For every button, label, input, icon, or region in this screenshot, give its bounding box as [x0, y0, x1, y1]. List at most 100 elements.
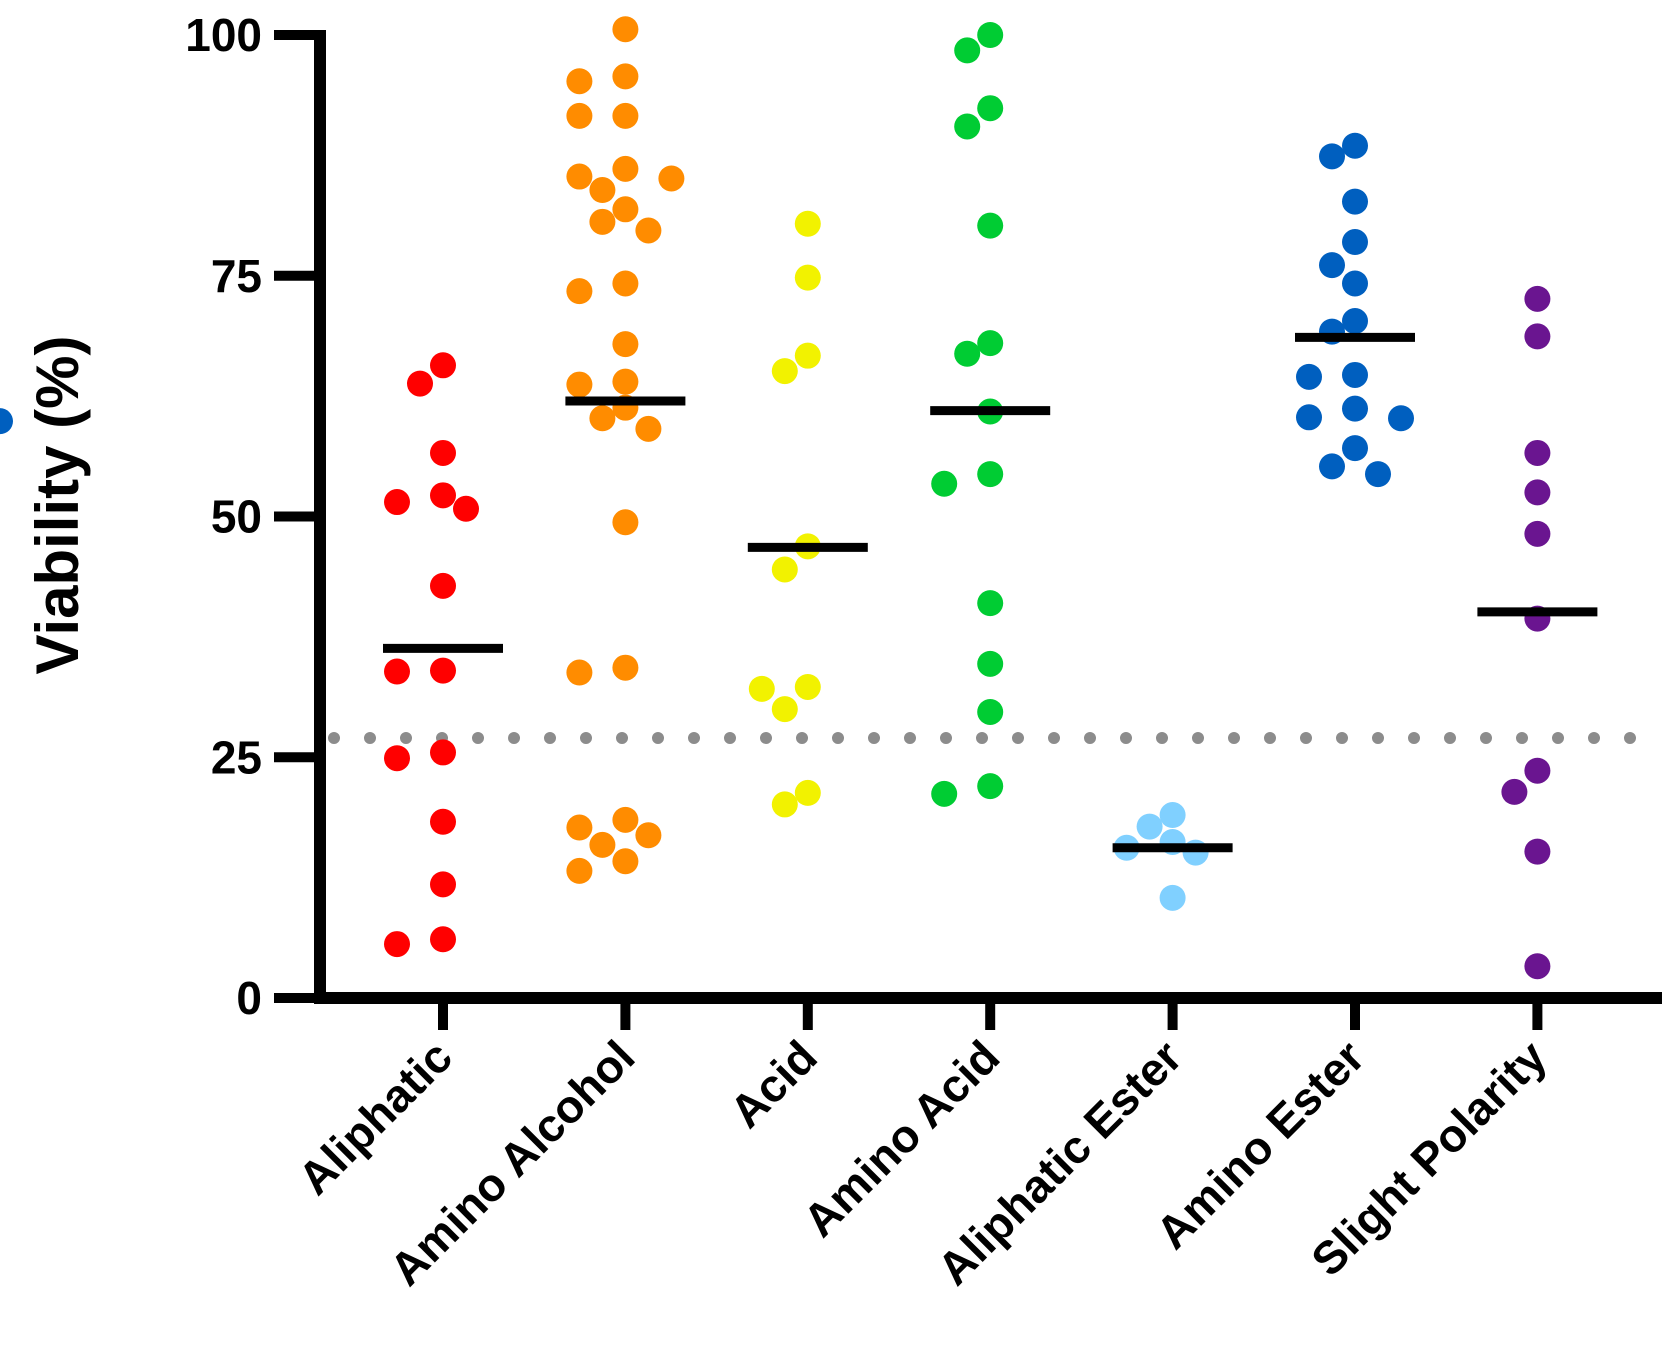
data-point: [612, 16, 639, 43]
data-point: [1159, 884, 1186, 911]
data-point: [612, 270, 639, 297]
data-point: [1319, 453, 1345, 480]
data-point: [430, 739, 456, 766]
data-point: [430, 352, 456, 379]
data-point: [453, 495, 479, 522]
data-point: [589, 177, 616, 204]
data-point: [635, 822, 662, 849]
data-point: [430, 871, 456, 898]
data-point: [612, 63, 639, 90]
data-point: [977, 698, 1004, 725]
data-point: [430, 657, 456, 684]
data-point: [1136, 813, 1163, 840]
data-point: [612, 331, 639, 358]
data-point: [589, 405, 616, 432]
data-point: [771, 696, 798, 723]
data-point: [1296, 404, 1322, 431]
data-point: [566, 814, 593, 841]
y-tick-label: 0: [236, 972, 262, 1024]
data-point: [771, 556, 798, 583]
data-point: [589, 208, 616, 235]
data-point: [566, 102, 593, 129]
data-point: [1342, 435, 1368, 462]
data-point: [1388, 405, 1414, 432]
data-point: [977, 590, 1004, 617]
data-point: [771, 791, 798, 818]
data-point: [612, 368, 639, 395]
y-tick-label: 50: [211, 491, 262, 543]
data-point: [612, 806, 639, 833]
data-point: [589, 831, 616, 858]
data-point: [430, 482, 456, 509]
data-point: [977, 330, 1004, 357]
data-point: [977, 461, 1004, 488]
x-category-label: Aliphatic: [288, 1030, 462, 1204]
data-point: [430, 926, 456, 953]
data-point: [612, 196, 639, 223]
data-point: [794, 779, 821, 806]
y-tick-label: 25: [211, 731, 262, 783]
data-point: [566, 371, 593, 398]
data-point: [1524, 520, 1551, 547]
data-point: [954, 340, 981, 367]
data-point: [612, 155, 639, 182]
data-point: [566, 857, 593, 884]
data-point: [384, 745, 410, 772]
data-point: [0, 408, 13, 435]
data-point: [1342, 395, 1368, 422]
y-axis-label: Viability (%): [24, 336, 91, 675]
data-point: [658, 165, 685, 192]
y-tick-label: 75: [211, 250, 262, 302]
data-point: [1524, 757, 1551, 784]
data-point: [931, 780, 958, 807]
data-point: [1319, 143, 1345, 170]
data-point: [635, 415, 662, 442]
data-point: [977, 212, 1004, 239]
data-point: [566, 68, 593, 95]
data-point: [1342, 188, 1368, 215]
data-point: [612, 848, 639, 875]
data-point: [794, 342, 821, 369]
data-point: [977, 650, 1004, 677]
data-point: [566, 163, 593, 190]
data-point: [384, 658, 410, 685]
data-point: [1342, 308, 1368, 335]
data-point: [407, 370, 433, 397]
data-point: [1296, 363, 1322, 390]
data-point: [1342, 132, 1368, 159]
data-point: [977, 22, 1004, 48]
data-point: [1524, 838, 1551, 865]
data-point: [1524, 479, 1551, 506]
data-point: [1342, 270, 1368, 297]
data-point: [794, 264, 821, 291]
data-point: [612, 509, 639, 536]
data-point: [771, 358, 798, 385]
data-point: [1524, 953, 1551, 980]
data-point: [1159, 802, 1186, 829]
data-point: [1501, 778, 1528, 805]
data-point: [430, 808, 456, 835]
x-category-label: Acid: [720, 1030, 827, 1137]
data-point: [430, 439, 456, 466]
data-point: [1524, 323, 1551, 350]
data-point: [566, 659, 593, 686]
data-point: [384, 931, 410, 958]
data-point: [612, 654, 639, 681]
data-point: [1365, 461, 1391, 488]
data-point: [748, 675, 775, 702]
data-point: [635, 217, 662, 244]
data-point: [612, 102, 639, 129]
data-point: [384, 489, 410, 516]
data-point: [794, 673, 821, 700]
data-point: [794, 210, 821, 237]
data-point: [1524, 439, 1551, 466]
data-point: [977, 95, 1004, 122]
data-point: [931, 470, 958, 497]
data-point: [954, 113, 981, 140]
y-tick-label: 100: [185, 9, 262, 61]
data-point: [954, 37, 981, 64]
data-point: [1342, 229, 1368, 256]
data-point: [1319, 252, 1345, 279]
data-point: [430, 572, 456, 599]
